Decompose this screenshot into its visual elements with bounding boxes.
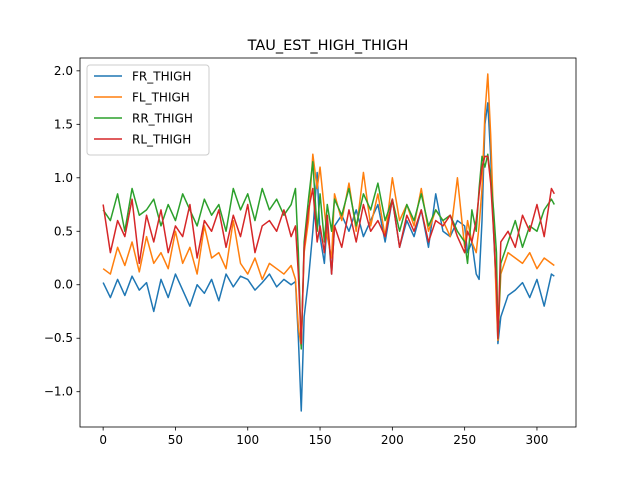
series-line-fl-thigh	[102, 73, 555, 348]
y-axis: −1.0 −0.5 0.0 0.5 1.0 1.5 2.0	[44, 64, 80, 399]
y-tick-label: 1.0	[54, 171, 73, 185]
axes-frame	[79, 57, 577, 428]
y-tick-label: −0.5	[44, 331, 73, 345]
y-tick-label: −1.0	[44, 385, 73, 399]
chart-title: TAU_EST_HIGH_THIGH	[247, 38, 409, 54]
x-axis: 0 50 100 150 200 250 300	[99, 427, 548, 447]
x-tick-label: 0	[99, 433, 107, 447]
legend-label: FL_THIGH	[132, 91, 190, 105]
y-tick-label: 0.5	[54, 224, 73, 238]
x-tick-label: 50	[168, 433, 183, 447]
legend-label: RL_THIGH	[132, 133, 191, 147]
plot-area	[79, 57, 577, 428]
legend-label: RR_THIGH	[132, 112, 193, 126]
x-tick-label: 150	[309, 433, 332, 447]
y-tick-label: 2.0	[54, 64, 73, 78]
x-tick-label: 200	[381, 433, 404, 447]
legend: FR_THIGH FL_THIGH RR_THIGH RL_THIGH	[86, 64, 210, 156]
legend-label: FR_THIGH	[132, 70, 191, 84]
series-layer	[102, 73, 555, 412]
x-tick-label: 250	[453, 433, 476, 447]
y-tick-label: 1.5	[54, 117, 73, 131]
series-line-rl-thigh	[102, 155, 555, 345]
legend-box	[86, 64, 210, 156]
x-tick-label: 100	[236, 433, 259, 447]
y-tick-label: 0.0	[54, 278, 73, 292]
x-tick-label: 300	[526, 433, 549, 447]
